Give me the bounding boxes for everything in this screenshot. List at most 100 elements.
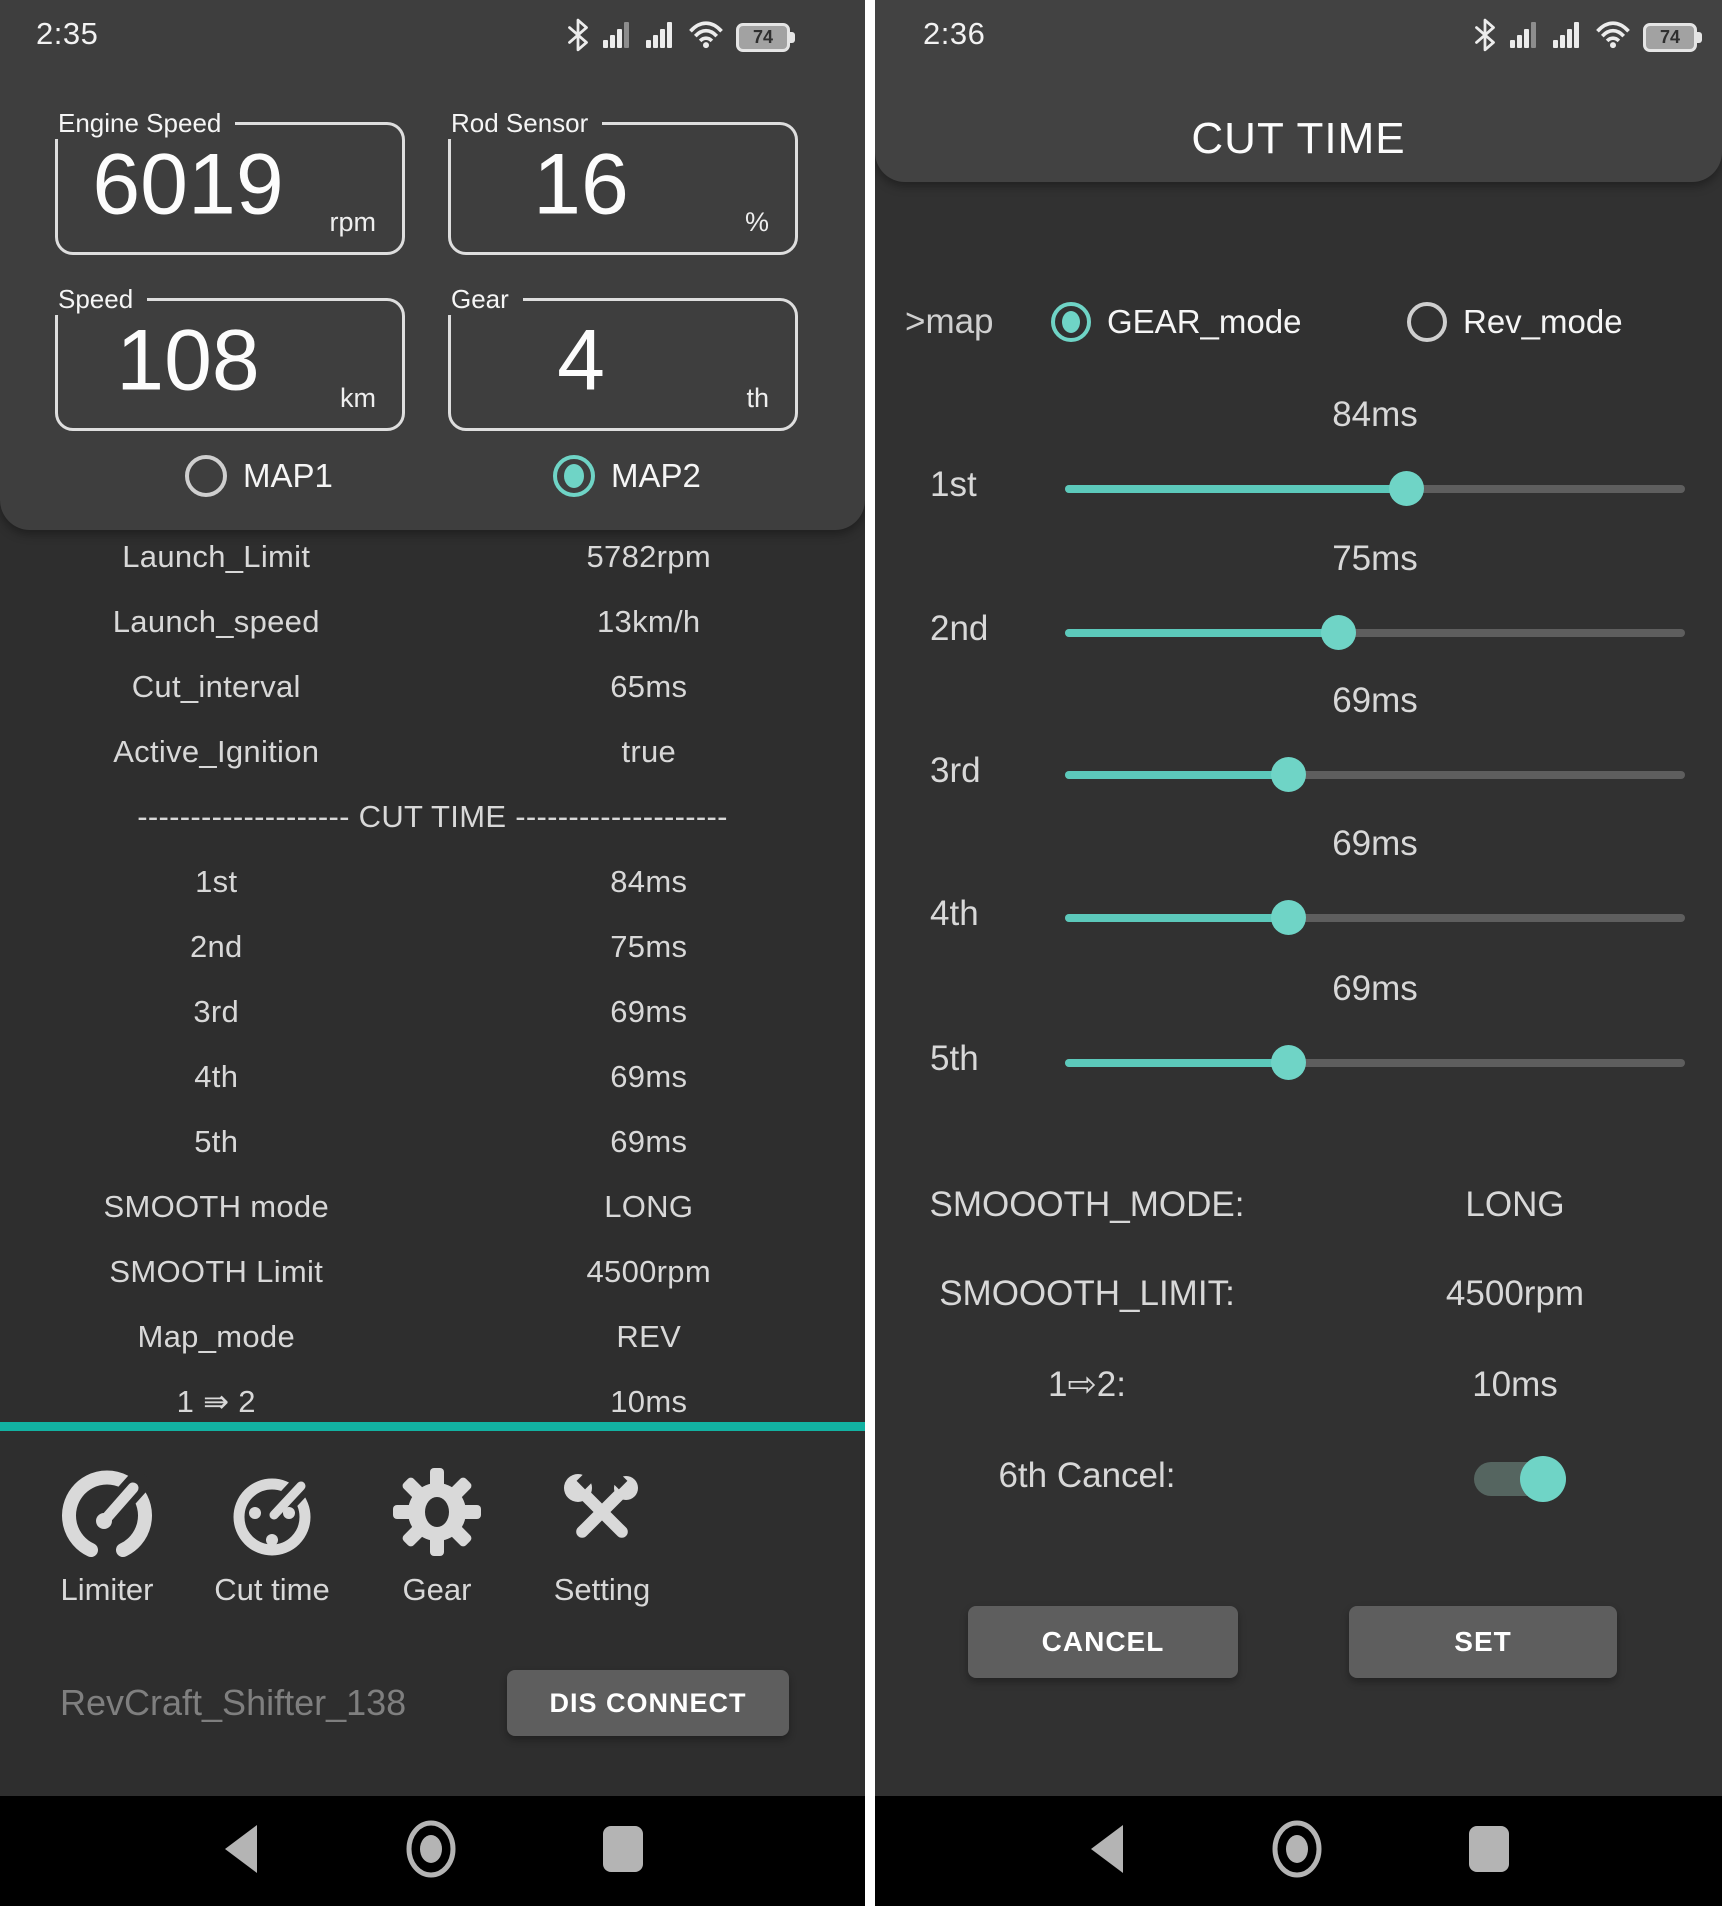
- tools-icon: [517, 1462, 687, 1562]
- slider-thumb[interactable]: [1271, 900, 1307, 935]
- sixth-cancel-toggle[interactable]: [1474, 1456, 1566, 1502]
- slider-1st: 84ms 1st: [875, 395, 1722, 515]
- setting-label: SMOOOTH_MODE:: [929, 1185, 1245, 1224]
- slider-track[interactable]: [1065, 757, 1685, 792]
- home-icon[interactable]: [1269, 1819, 1325, 1884]
- map-label: >map: [905, 302, 994, 341]
- back-icon[interactable]: [1087, 1821, 1127, 1882]
- bluetooth-icon: [566, 18, 590, 57]
- slider-fill: [1065, 771, 1289, 779]
- recents-icon[interactable]: [1467, 1824, 1511, 1879]
- param-label: 1 ⇛ 2: [176, 1383, 256, 1419]
- param-value: 69ms: [610, 993, 688, 1029]
- slider-thumb[interactable]: [1271, 757, 1307, 792]
- slider-track[interactable]: [1065, 1045, 1685, 1080]
- setting-label: SMOOOTH_LIMIT:: [939, 1274, 1235, 1313]
- section-divider-label: -------------------- CUT TIME ----------…: [137, 798, 728, 834]
- param-label: Cut_interval: [131, 668, 301, 704]
- status-icons: 74: [566, 18, 795, 57]
- setting-value: LONG: [1465, 1185, 1565, 1224]
- radio-map2[interactable]: MAP2: [553, 452, 701, 500]
- slider-value: 75ms: [1332, 539, 1418, 578]
- gauge-engine-speed: Engine Speed 6019 rpm: [55, 108, 405, 255]
- tab-limiter[interactable]: Limiter: [22, 1462, 192, 1608]
- slider-5th: 69ms 5th: [875, 969, 1722, 1089]
- param-label: Launch_Limit: [122, 538, 311, 574]
- page-title: CUT TIME: [1191, 114, 1406, 163]
- param-value: 10ms: [610, 1383, 688, 1419]
- gauge-speed: Speed 108 km: [55, 284, 405, 431]
- radio-circle-icon[interactable]: [1407, 302, 1447, 342]
- param-value: 84ms: [610, 863, 688, 899]
- recents-icon[interactable]: [601, 1824, 645, 1879]
- slider-track[interactable]: [1065, 615, 1685, 650]
- disconnect-button[interactable]: DIS CONNECT: [507, 1670, 789, 1736]
- slider-thumb[interactable]: [1389, 471, 1424, 506]
- slider-track[interactable]: [1065, 900, 1685, 935]
- speedometer-icon: [22, 1462, 192, 1562]
- slider-2nd: 75ms 2nd: [875, 539, 1722, 659]
- radio-map1[interactable]: MAP1: [185, 452, 333, 500]
- battery-icon: 74: [736, 23, 795, 52]
- slider-thumb[interactable]: [1320, 615, 1356, 650]
- cancel-button[interactable]: CANCEL: [968, 1606, 1238, 1678]
- battery-icon: 74: [1643, 23, 1702, 52]
- back-icon[interactable]: [221, 1821, 261, 1882]
- screen-divider: [865, 0, 875, 1906]
- radio-circle-icon[interactable]: [185, 455, 227, 497]
- gauge-label: Rod Sensor: [448, 108, 603, 139]
- android-navbar: [875, 1796, 1722, 1906]
- slider-fill: [1065, 1059, 1289, 1067]
- slider-gear-label: 3rd: [930, 751, 981, 790]
- tab-cut-time[interactable]: Cut time: [187, 1462, 357, 1608]
- left-screen: 2:35 74 Engine Speed 6019 rpm Rod Sensor: [0, 0, 865, 1906]
- param-row: 2nd 75ms: [0, 914, 865, 979]
- param-row: 4th 69ms: [0, 1044, 865, 1109]
- param-label: 4th: [194, 1058, 239, 1094]
- toggle-label: 6th Cancel:: [998, 1456, 1176, 1495]
- radio-rev-mode[interactable]: Rev_mode: [1407, 298, 1623, 346]
- slider-value: 69ms: [1332, 969, 1418, 1008]
- status-time: 2:35: [36, 16, 99, 51]
- set-button[interactable]: SET: [1349, 1606, 1617, 1678]
- radio-label: MAP2: [611, 457, 701, 494]
- slider-value: 69ms: [1332, 681, 1418, 720]
- gauge-label: Engine Speed: [55, 108, 236, 139]
- gauge-value: 16: [533, 136, 629, 233]
- gauge-value: 108: [116, 312, 260, 409]
- param-value: 69ms: [610, 1123, 688, 1159]
- param-row: SMOOTH mode LONG: [0, 1174, 865, 1239]
- android-navbar: [0, 1796, 865, 1906]
- cut-time-header-card: 2:36 74 CUT TIME: [875, 0, 1722, 182]
- param-row: Launch_Limit 5782rpm: [0, 524, 865, 589]
- tab-label: Setting: [553, 1572, 651, 1607]
- param-value: 13km/h: [597, 603, 701, 639]
- radio-gear-mode[interactable]: GEAR_mode: [1051, 298, 1301, 346]
- slider-4th: 69ms 4th: [875, 824, 1722, 944]
- smooth-mode-row: SMOOOTH_MODE: LONG: [875, 1185, 1722, 1233]
- radio-circle-icon[interactable]: [1051, 302, 1091, 342]
- slider-track[interactable]: [1065, 471, 1685, 506]
- slider-thumb[interactable]: [1271, 1045, 1307, 1080]
- gauge-value: 4: [557, 312, 605, 409]
- wifi-icon: [687, 20, 725, 55]
- setting-label: 1⇨2:: [1048, 1365, 1126, 1404]
- param-row: 5th 69ms: [0, 1109, 865, 1174]
- sixth-cancel-row: 6th Cancel:: [875, 1456, 1722, 1504]
- param-value: 5782rpm: [586, 538, 711, 574]
- radio-circle-icon[interactable]: [553, 455, 595, 497]
- slider-fill: [1065, 914, 1289, 922]
- toggle-thumb[interactable]: [1520, 1456, 1566, 1502]
- cut-time-section-divider: -------------------- CUT TIME ----------…: [0, 784, 865, 849]
- param-label: Active_Ignition: [113, 733, 320, 769]
- bluetooth-icon: [1473, 18, 1497, 57]
- param-label: 5th: [194, 1123, 239, 1159]
- home-icon[interactable]: [403, 1819, 459, 1884]
- gauge-gear: Gear 4 th: [448, 284, 798, 431]
- param-value: LONG: [604, 1188, 694, 1224]
- tab-setting[interactable]: Setting: [517, 1462, 687, 1608]
- gauge-unit: km: [340, 383, 376, 413]
- param-row: 3rd 69ms: [0, 979, 865, 1044]
- tab-gear[interactable]: Gear: [352, 1462, 522, 1608]
- slider-gear-label: 5th: [930, 1039, 979, 1078]
